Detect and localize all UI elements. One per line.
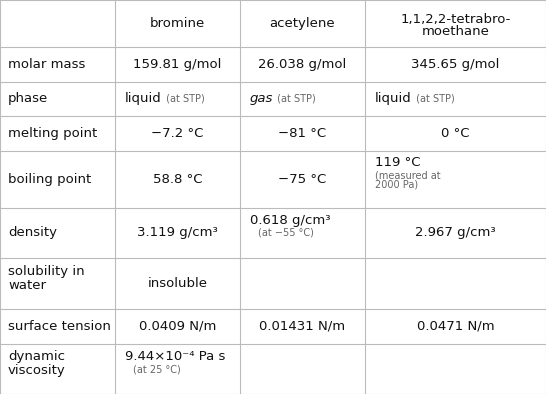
Text: dynamic: dynamic <box>8 350 65 363</box>
Text: (at −55 °C): (at −55 °C) <box>258 228 314 238</box>
Text: surface tension: surface tension <box>8 320 111 333</box>
Text: gas: gas <box>250 93 274 106</box>
Text: 0.618 g/cm³: 0.618 g/cm³ <box>250 214 330 227</box>
Text: 58.8 °C: 58.8 °C <box>153 173 202 186</box>
Text: 2000 Pa): 2000 Pa) <box>375 179 418 190</box>
Text: liquid: liquid <box>375 93 412 106</box>
Text: (measured at: (measured at <box>375 170 441 180</box>
Text: 2.967 g/cm³: 2.967 g/cm³ <box>415 227 496 240</box>
Text: 0.0471 N/m: 0.0471 N/m <box>417 320 494 333</box>
Text: (at STP): (at STP) <box>274 94 316 104</box>
Text: phase: phase <box>8 93 48 106</box>
Text: boiling point: boiling point <box>8 173 91 186</box>
Text: (at STP): (at STP) <box>163 94 205 104</box>
Text: density: density <box>8 227 57 240</box>
Text: melting point: melting point <box>8 127 97 140</box>
Text: insoluble: insoluble <box>147 277 207 290</box>
Text: 345.65 g/mol: 345.65 g/mol <box>411 58 500 71</box>
Text: water: water <box>8 279 46 292</box>
Text: 26.038 g/mol: 26.038 g/mol <box>258 58 347 71</box>
Text: (at STP): (at STP) <box>413 94 455 104</box>
Text: −7.2 °C: −7.2 °C <box>151 127 204 140</box>
Text: 3.119 g/cm³: 3.119 g/cm³ <box>137 227 218 240</box>
Text: 0 °C: 0 °C <box>441 127 470 140</box>
Text: 9.44×10⁻⁴ Pa s: 9.44×10⁻⁴ Pa s <box>125 350 225 363</box>
Text: 0.01431 N/m: 0.01431 N/m <box>259 320 346 333</box>
Text: (at 25 °C): (at 25 °C) <box>133 364 181 375</box>
Text: molar mass: molar mass <box>8 58 85 71</box>
Text: moethane: moethane <box>422 25 489 38</box>
Text: liquid: liquid <box>125 93 162 106</box>
Text: 1,1,2,2-tetrabro-: 1,1,2,2-tetrabro- <box>400 13 511 26</box>
Text: 0.0409 N/m: 0.0409 N/m <box>139 320 216 333</box>
Text: acetylene: acetylene <box>270 17 335 30</box>
Text: −75 °C: −75 °C <box>278 173 327 186</box>
Text: 159.81 g/mol: 159.81 g/mol <box>133 58 222 71</box>
Text: viscosity: viscosity <box>8 364 66 377</box>
Text: solubility in: solubility in <box>8 265 85 278</box>
Text: bromine: bromine <box>150 17 205 30</box>
Text: 119 °C: 119 °C <box>375 156 420 169</box>
Text: −81 °C: −81 °C <box>278 127 327 140</box>
